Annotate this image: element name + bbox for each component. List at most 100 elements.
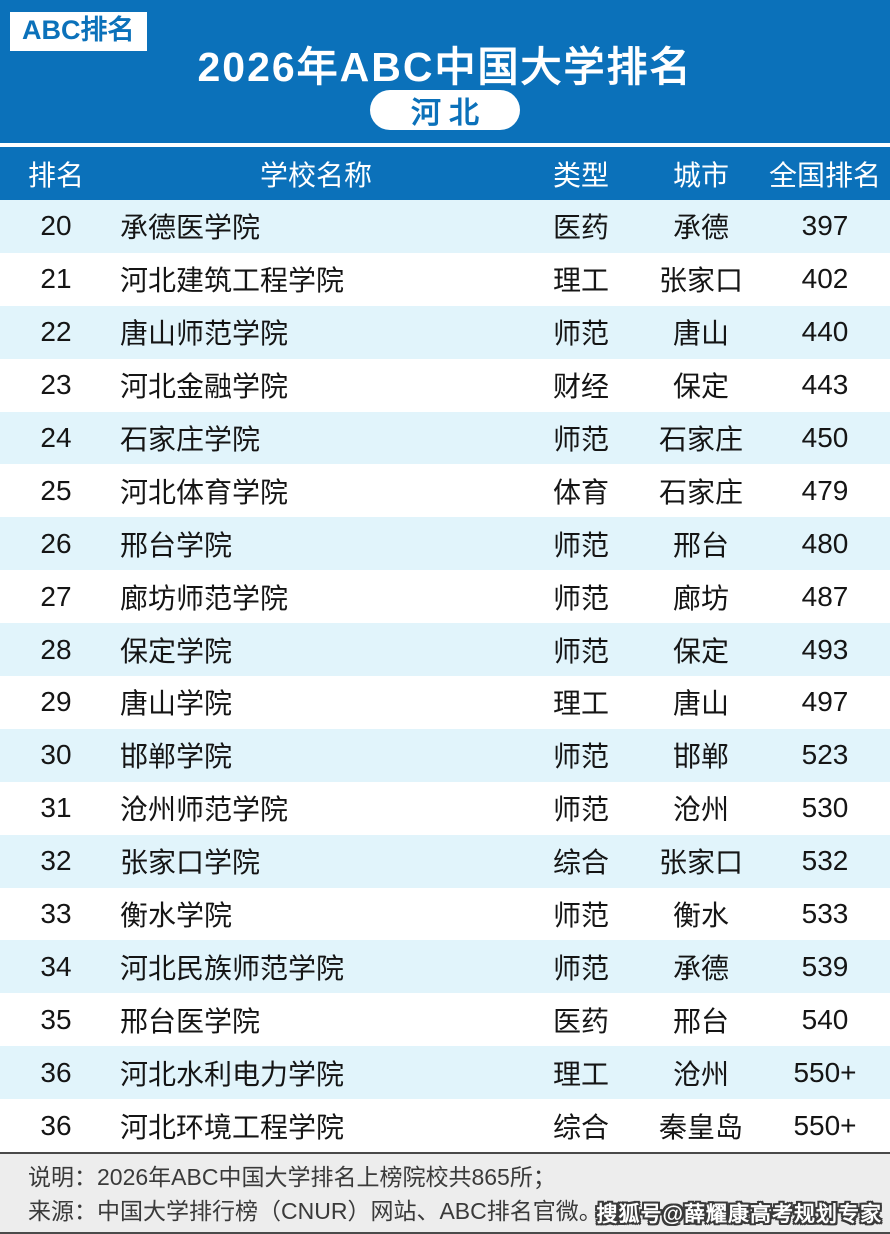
cell-national: 530 — [801, 792, 849, 824]
table-row: 20 承德医学院 医药 承德 397 — [0, 200, 890, 253]
table-row: 21 河北建筑工程学院 理工 张家口 402 — [0, 252, 890, 306]
cell-school: 河北金融学院 — [120, 371, 289, 403]
cell-rank: 31 — [40, 792, 72, 824]
cell-national: 397 — [801, 210, 849, 242]
cell-rank: 21 — [40, 263, 72, 295]
header-banner: ABC排名 2026年ABC中国大学排名 河北 — [0, 0, 890, 143]
page-title: 2026年ABC中国大学排名 — [197, 44, 693, 90]
table-row: 23 河北金融学院 财经 保定 443 — [0, 358, 890, 412]
cell-school: 河北体育学院 — [120, 476, 289, 508]
cell-type: 医药 — [552, 212, 609, 244]
table-body: 20 承德医学院 医药 承德 397 21 河北建筑工程学院 理工 张家口 402 22 唐山师范学院… — [0, 200, 890, 1153]
cell-school: 石家庄学院 — [120, 424, 261, 455]
cell-city: 唐山 — [672, 318, 729, 350]
cell-national: 450 — [801, 422, 849, 453]
cell-city: 秦皇岛 — [658, 1111, 743, 1143]
cell-rank: 29 — [40, 686, 72, 718]
cell-rank: 36 — [40, 1056, 72, 1088]
column-header-school: 学校名称 — [259, 159, 372, 191]
cell-city: 承德 — [672, 952, 729, 984]
cell-city: 张家口 — [658, 847, 743, 879]
cell-national: 480 — [801, 527, 849, 559]
watermark: 搜狐号@薛耀康高考规划专家 — [596, 1203, 882, 1226]
cell-city: 石家庄 — [658, 476, 743, 508]
table-row: 29 唐山学院 理工 唐山 497 — [0, 676, 890, 729]
table-row: 26 邢台学院 师范 邢台 480 — [0, 517, 890, 571]
cell-national: 443 — [801, 369, 849, 401]
table-row: 35 邢台医学院 医药 邢台 540 — [0, 993, 890, 1047]
cell-national: 539 — [801, 950, 849, 982]
cell-type: 师范 — [552, 900, 609, 932]
column-header-city: 城市 — [672, 159, 729, 191]
table-row: 33 衡水学院 师范 衡水 533 — [0, 887, 890, 941]
cell-type: 师范 — [552, 318, 609, 350]
province-pill: 河北 — [370, 90, 520, 130]
column-header-national-rank: 全国排名 — [768, 159, 881, 191]
cell-school: 廊坊师范学院 — [120, 582, 289, 614]
cell-type: 理工 — [552, 1058, 609, 1090]
cell-school: 邯郸学院 — [120, 741, 233, 773]
cell-school: 保定学院 — [120, 635, 233, 667]
footer: 说明：2026年ABC中国大学排名上榜院校共865所； 来源：中国大学排行榜（C… — [0, 1152, 890, 1234]
cell-city: 石家庄 — [658, 424, 743, 455]
province-label: 河北 — [411, 97, 487, 130]
cell-school: 邢台学院 — [120, 529, 233, 561]
cell-national: 550+ — [793, 1056, 857, 1088]
cell-rank: 27 — [40, 580, 72, 612]
cell-school: 河北民族师范学院 — [120, 952, 345, 984]
column-header-type: 类型 — [552, 159, 609, 191]
cell-type: 师范 — [552, 952, 609, 984]
cell-city: 邢台 — [672, 529, 729, 561]
cell-type: 理工 — [552, 265, 609, 297]
cell-rank: 25 — [40, 474, 72, 506]
cell-rank: 22 — [40, 316, 72, 348]
table-row: 27 廊坊师范学院 师范 廊坊 487 — [0, 570, 890, 624]
cell-type: 综合 — [552, 1111, 609, 1143]
cell-school: 河北水利电力学院 — [120, 1058, 345, 1090]
cell-city: 承德 — [672, 212, 729, 244]
table-row: 30 邯郸学院 师范 邯郸 523 — [0, 728, 890, 782]
cell-school: 衡水学院 — [120, 900, 233, 932]
table-row: 36 河北环境工程学院 综合 秦皇岛 550+ — [0, 1099, 890, 1153]
cell-national: 440 — [801, 316, 849, 348]
cell-school: 张家口学院 — [120, 847, 261, 879]
cell-rank: 23 — [40, 369, 72, 401]
cell-city: 衡水 — [672, 900, 729, 932]
cell-national: 493 — [801, 633, 849, 665]
cell-national: 550+ — [793, 1109, 857, 1141]
footer-source: 来源：中国大学排行榜（CNUR）网站、ABC排名官微。 — [28, 1198, 602, 1224]
cell-school: 河北环境工程学院 — [120, 1111, 345, 1143]
cell-rank: 36 — [40, 1109, 72, 1141]
cell-city: 保定 — [672, 635, 729, 667]
cell-type: 师范 — [552, 741, 609, 773]
cell-rank: 20 — [40, 210, 72, 242]
cell-rank: 35 — [40, 1003, 72, 1035]
cell-national: 402 — [801, 263, 849, 295]
cell-city: 唐山 — [672, 688, 729, 720]
abc-ranking-badge: ABC排名 — [10, 12, 147, 51]
cell-type: 财经 — [552, 371, 609, 403]
column-header-rank: 排名 — [27, 159, 84, 191]
cell-type: 师范 — [552, 635, 609, 667]
cell-school: 沧州师范学院 — [120, 794, 289, 826]
cell-city: 保定 — [672, 371, 729, 403]
cell-city: 邢台 — [672, 1005, 729, 1037]
table-row: 32 张家口学院 综合 张家口 532 — [0, 834, 890, 888]
cell-rank: 30 — [40, 739, 72, 771]
cell-school: 唐山学院 — [120, 688, 233, 720]
footer-note: 说明：2026年ABC中国大学排名上榜院校共865所； — [28, 1164, 556, 1190]
cell-city: 沧州 — [672, 794, 729, 826]
cell-type: 师范 — [552, 794, 609, 826]
cell-type: 医药 — [552, 1005, 609, 1037]
table-row: 36 河北水利电力学院 理工 沧州 550+ — [0, 1046, 890, 1100]
cell-school: 邢台医学院 — [120, 1005, 261, 1037]
cell-national: 487 — [801, 580, 849, 612]
cell-national: 497 — [801, 686, 849, 718]
cell-city: 张家口 — [658, 265, 743, 297]
cell-school: 河北建筑工程学院 — [120, 265, 345, 297]
cell-type: 师范 — [552, 582, 609, 614]
cell-rank: 32 — [40, 845, 72, 877]
cell-national: 540 — [801, 1003, 849, 1035]
cell-national: 532 — [801, 845, 849, 877]
